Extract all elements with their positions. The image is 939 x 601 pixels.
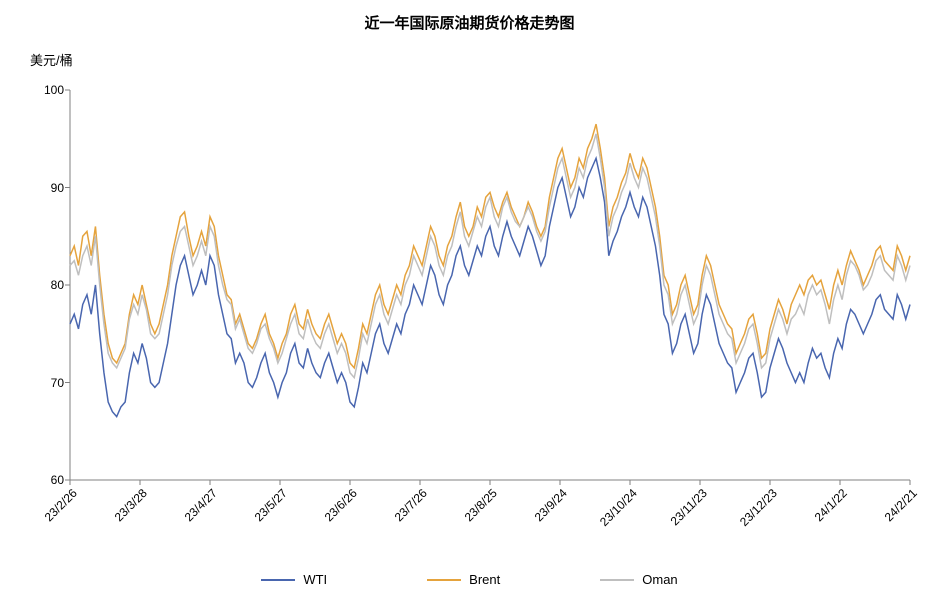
x-tick-label: 23/3/28	[112, 486, 150, 524]
x-tick-label: 23/4/27	[182, 486, 220, 524]
series-line-oman	[70, 134, 910, 378]
chart-title: 近一年国际原油期货价格走势图	[0, 12, 939, 33]
x-tick-label: 23/11/23	[668, 486, 710, 528]
y-tick-label: 100	[44, 83, 64, 97]
legend-label: Brent	[469, 572, 500, 587]
x-tick-label: 24/2/21	[882, 486, 920, 524]
legend-label: Oman	[642, 572, 677, 587]
x-tick-label: 23/9/24	[532, 486, 570, 524]
chart-svg	[70, 90, 910, 480]
plot-area: 6070809010023/2/2623/3/2823/4/2723/5/272…	[70, 90, 910, 480]
oil-price-chart: 近一年国际原油期货价格走势图 美元/桶 6070809010023/2/2623…	[0, 0, 939, 601]
y-tick-label: 70	[51, 376, 64, 390]
legend-item-brent: Brent	[427, 572, 500, 587]
x-tick-label: 23/2/26	[42, 486, 80, 524]
x-tick-label: 23/10/24	[597, 486, 640, 529]
legend-item-wti: WTI	[261, 572, 327, 587]
legend-label: WTI	[303, 572, 327, 587]
x-tick-label: 23/7/26	[392, 486, 430, 524]
x-tick-label: 23/5/27	[252, 486, 290, 524]
x-tick-label: 23/8/25	[462, 486, 500, 524]
x-tick-label: 24/1/22	[812, 486, 850, 524]
y-axis-unit-label: 美元/桶	[30, 50, 73, 69]
series-line-brent	[70, 124, 910, 368]
y-tick-label: 60	[51, 473, 64, 487]
legend: WTI Brent Oman	[0, 572, 939, 587]
y-tick-label: 80	[51, 278, 64, 292]
x-tick-label: 23/6/26	[322, 486, 360, 524]
legend-item-oman: Oman	[600, 572, 677, 587]
x-tick-label: 23/12/23	[737, 486, 780, 529]
legend-swatch	[427, 579, 461, 581]
legend-swatch	[600, 579, 634, 581]
y-tick-label: 90	[51, 181, 64, 195]
legend-swatch	[261, 579, 295, 581]
